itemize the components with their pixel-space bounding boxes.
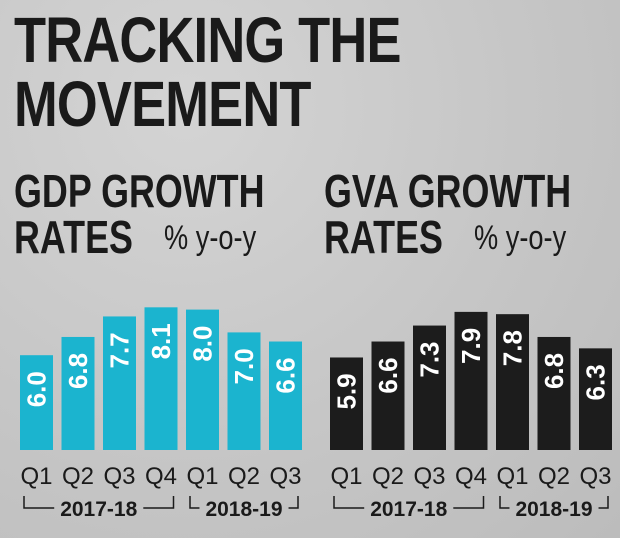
gdp-bar-4 bbox=[144, 307, 178, 450]
gdp-group-label-2: 2018-19 bbox=[205, 498, 282, 521]
page-title-line2: MOVEMENT bbox=[14, 68, 311, 140]
gdp-tick-label-3: Q3 bbox=[103, 463, 135, 490]
gva-tick-label-3: Q3 bbox=[413, 463, 445, 490]
gdp-chart-title: GDP GROWTH RATES bbox=[14, 168, 265, 260]
page-title-line1: TRACKING THE bbox=[14, 4, 401, 76]
gva-value-label-7: 6.3 bbox=[581, 364, 611, 400]
gva-group-bracket-left-2 bbox=[499, 496, 510, 509]
gdp-value-label-2: 6.8 bbox=[63, 353, 93, 389]
gdp-value-label-5: 8.0 bbox=[188, 326, 218, 362]
gva-bar-2 bbox=[371, 341, 405, 450]
gdp-unit-label: % y-o-y bbox=[164, 219, 257, 257]
gdp-value-label-1: 6.0 bbox=[22, 371, 52, 407]
gdp-tick-label-6: Q2 bbox=[228, 463, 260, 490]
gva-group-label-2: 2018-19 bbox=[515, 498, 592, 521]
gdp-group-bracket-left-1 bbox=[23, 496, 55, 509]
gdp-bar-3 bbox=[103, 316, 136, 450]
gva-chart-title-line2: RATES bbox=[324, 211, 443, 263]
gva-tick-label-1: Q1 bbox=[330, 463, 362, 490]
gdp-group-bracket-right-2 bbox=[288, 496, 299, 509]
gva-chart-title: GVA GROWTH RATES bbox=[324, 168, 571, 260]
gva-group-bracket-left-1 bbox=[333, 496, 365, 509]
gdp-bar-5 bbox=[186, 309, 219, 450]
gdp-group-label-1: 2017-18 bbox=[60, 498, 137, 521]
gdp-value-label-4: 8.1 bbox=[146, 323, 176, 359]
gva-tick-label-2: Q2 bbox=[372, 463, 404, 490]
gva-bar-chart: 5.9 Q1 6.6 Q2 7.3 Q3 7.9 Q4 7.8 Q1 6.8 Q2 6.3 Q3 2017-… bbox=[330, 311, 612, 521]
gva-chart-panel: GVA GROWTH RATES % y-o-y 5.9 Q1 6.6 Q2 7.3 Q3… bbox=[310, 168, 620, 538]
gva-bar-6 bbox=[537, 336, 571, 450]
gdp-bar-1 bbox=[20, 355, 53, 450]
gdp-value-label-6: 7.0 bbox=[229, 348, 259, 384]
gva-unit-label: % y-o-y bbox=[474, 219, 567, 257]
gdp-tick-label-1: Q1 bbox=[20, 463, 52, 490]
gva-value-label-5: 7.8 bbox=[498, 330, 528, 366]
page-title: TRACKING THE MOVEMENT bbox=[14, 8, 401, 136]
gdp-bar-7 bbox=[269, 341, 302, 450]
gdp-chart-title-line1: GDP GROWTH bbox=[14, 165, 265, 217]
gdp-tick-label-7: Q3 bbox=[269, 463, 301, 490]
gva-bar-4 bbox=[454, 311, 488, 450]
gdp-value-label-7: 6.6 bbox=[271, 357, 301, 393]
gdp-tick-label-2: Q2 bbox=[62, 463, 94, 490]
gva-group-bracket-right-2 bbox=[598, 496, 609, 509]
gdp-bar-2 bbox=[61, 336, 95, 450]
gva-bar-1 bbox=[330, 357, 363, 450]
gva-bar-7 bbox=[579, 348, 612, 450]
gdp-bar-chart: 6.0 Q1 6.8 Q2 7.7 Q3 8.1 Q4 8.0 Q1 7.0 Q2 6.6 Q3 2017-… bbox=[20, 307, 302, 521]
gdp-chart-panel: GDP GROWTH RATES % y-o-y 6.0 Q1 6.8 Q2 7.7 Q3… bbox=[0, 168, 310, 538]
gdp-group-bracket-right-1 bbox=[143, 496, 175, 509]
gva-group-bracket-right-1 bbox=[453, 496, 485, 509]
gva-tick-label-4: Q4 bbox=[455, 463, 487, 490]
gva-value-label-2: 6.6 bbox=[373, 357, 403, 393]
gdp-chart-title-line2: RATES bbox=[14, 211, 133, 263]
gdp-bar-6 bbox=[227, 332, 261, 450]
gva-tick-label-7: Q3 bbox=[579, 463, 611, 490]
gva-value-label-4: 7.9 bbox=[456, 328, 486, 364]
gva-value-label-6: 6.8 bbox=[539, 353, 569, 389]
gva-chart-title-line1: GVA GROWTH bbox=[324, 165, 572, 217]
gva-value-label-3: 7.3 bbox=[415, 341, 445, 377]
gva-value-label-1: 5.9 bbox=[332, 373, 362, 409]
gva-tick-label-5: Q1 bbox=[496, 463, 528, 490]
gdp-tick-label-4: Q4 bbox=[145, 463, 177, 490]
gdp-group-bracket-left-2 bbox=[189, 496, 200, 509]
gva-bar-3 bbox=[413, 325, 446, 450]
gva-bar-5 bbox=[496, 314, 529, 450]
gva-tick-label-6: Q2 bbox=[538, 463, 570, 490]
gdp-value-label-3: 7.7 bbox=[105, 332, 135, 368]
gdp-tick-label-5: Q1 bbox=[186, 463, 218, 490]
gva-group-label-1: 2017-18 bbox=[370, 498, 447, 521]
